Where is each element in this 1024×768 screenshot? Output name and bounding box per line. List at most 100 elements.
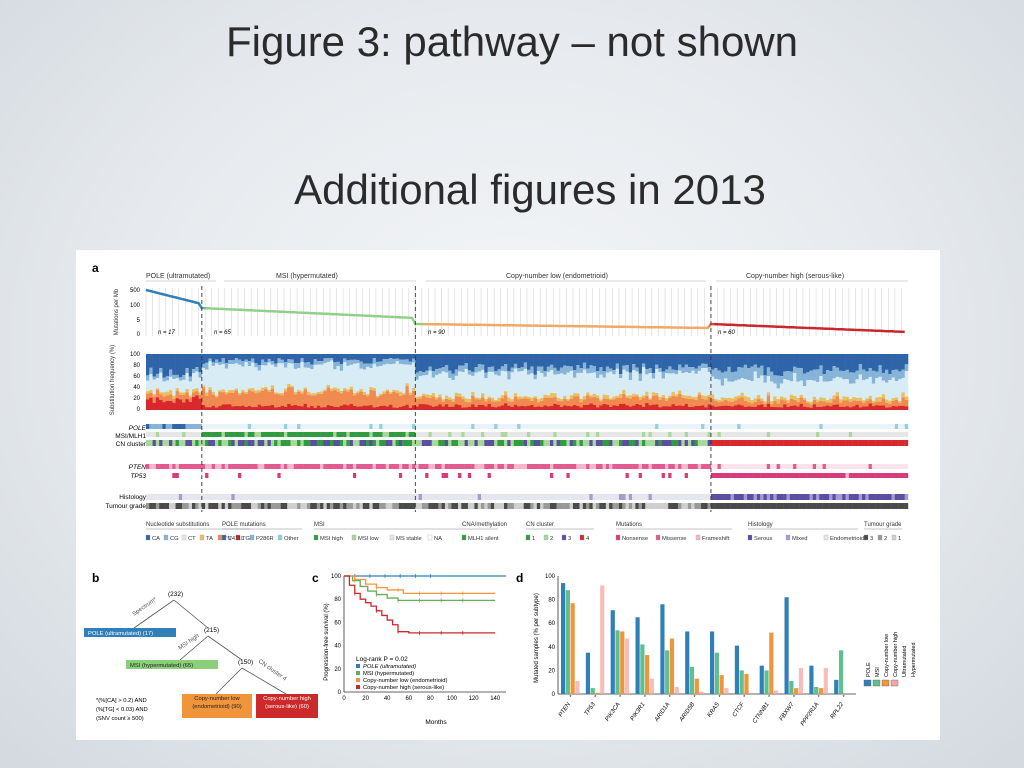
tp53-track-cell xyxy=(563,473,567,478)
substitution-bar xyxy=(773,354,777,376)
cn-track-cell xyxy=(848,440,853,446)
substitution-bar xyxy=(152,394,157,397)
cn-track-cell xyxy=(756,440,761,446)
tp53-track-cell xyxy=(806,473,810,478)
pten-track-cell xyxy=(589,464,593,469)
substitution-bar xyxy=(517,371,521,397)
substitution-bar xyxy=(517,368,521,372)
subst-tick: 100 xyxy=(130,352,141,358)
substitution-bar xyxy=(290,363,295,386)
cn-track-cell xyxy=(497,440,501,446)
legend-swatch xyxy=(351,534,357,541)
substitution-bar xyxy=(661,395,666,398)
panel-d-bar xyxy=(710,631,715,694)
pole-track-cell xyxy=(191,424,196,429)
substitution-bar xyxy=(862,354,866,370)
histology-track-cell xyxy=(802,494,807,500)
grade-track-cell xyxy=(172,503,176,509)
substitution-bar xyxy=(504,354,508,365)
substitution-bar xyxy=(191,389,196,393)
legend-title: Histology xyxy=(748,522,773,528)
tp53-track-cell xyxy=(333,473,337,478)
substitution-bar xyxy=(310,405,314,410)
pole-track-cell xyxy=(182,424,186,429)
cn-track-cell xyxy=(668,440,672,446)
pten-track-cell xyxy=(444,464,449,469)
msi-track-cell xyxy=(175,432,180,437)
substitution-bar xyxy=(418,354,423,372)
cn-track-cell xyxy=(793,440,797,446)
substitution-bar xyxy=(701,405,705,410)
substitution-bar xyxy=(221,363,226,390)
substitution-bar xyxy=(602,394,607,399)
cn-track-cell xyxy=(783,440,787,446)
substitution-bar xyxy=(303,387,308,390)
pten-track-cell xyxy=(520,464,524,469)
substitution-bar xyxy=(178,392,183,395)
substitution-bar xyxy=(602,354,607,372)
substitution-bar xyxy=(356,393,360,407)
grade-track-cell xyxy=(770,503,774,509)
substitution-bar xyxy=(543,394,548,398)
pole-track-cell xyxy=(586,424,590,429)
substitution-bar xyxy=(783,379,787,398)
substitution-bar xyxy=(753,371,758,399)
substitution-bar xyxy=(661,378,666,396)
panel-c-legend-item: Copy-number high (serous-like) xyxy=(363,685,444,691)
substitution-bar xyxy=(244,354,249,360)
cn-track-cell xyxy=(727,440,731,446)
substitution-bar xyxy=(829,402,833,407)
tp53-track-cell xyxy=(789,473,794,478)
msi-track-cell xyxy=(310,432,314,437)
substitution-bar xyxy=(303,354,308,363)
cn-track-cell xyxy=(448,440,452,446)
substitution-bar xyxy=(740,354,745,368)
grade-track-cell xyxy=(507,503,511,509)
msi-track-cell xyxy=(674,432,679,437)
pole-track-cell xyxy=(277,424,281,429)
substitution-bar xyxy=(645,402,649,410)
substitution-bar xyxy=(605,398,610,405)
substitution-bar xyxy=(697,405,702,410)
substitution-bar xyxy=(612,405,616,410)
histology-track-cell xyxy=(208,494,212,500)
msi-track-cell xyxy=(891,432,896,437)
substitution-bar xyxy=(576,372,580,394)
substitution-bar xyxy=(448,354,452,371)
substitution-bar xyxy=(477,397,482,400)
tp53-track-cell xyxy=(471,473,475,478)
cn-track-cell xyxy=(359,440,363,446)
substitution-bar xyxy=(392,363,396,390)
substitution-bar xyxy=(582,369,587,397)
substitution-bar xyxy=(569,354,574,367)
substitution-bar xyxy=(507,405,511,410)
histology-track-cell xyxy=(671,494,676,500)
tp53-track-cell xyxy=(546,473,551,478)
tp53-track-cell xyxy=(553,473,557,478)
legend-swatch xyxy=(695,534,701,541)
substitution-bar xyxy=(395,358,400,362)
msi-track-cell xyxy=(451,432,455,437)
pole-track-cell xyxy=(448,424,452,429)
grade-track-cell xyxy=(152,503,157,509)
pole-track-cell xyxy=(316,424,321,429)
tp53-track-cell xyxy=(586,473,590,478)
cn-track-cell xyxy=(855,440,859,446)
substitution-bar xyxy=(379,393,383,396)
substitution-bar xyxy=(513,393,518,397)
substitution-bar xyxy=(530,366,534,374)
substitution-bar xyxy=(326,384,331,388)
pten-track-cell xyxy=(638,464,643,469)
grade-track-cell xyxy=(546,503,551,509)
pten-track-cell xyxy=(155,464,160,469)
substitution-bar xyxy=(697,394,702,406)
substitution-bar xyxy=(165,391,170,396)
substitution-bar xyxy=(875,397,879,402)
tp53-track-cell xyxy=(829,473,833,478)
tp53-track-cell xyxy=(875,473,879,478)
substitution-bar xyxy=(770,381,774,402)
substitution-bar xyxy=(221,404,226,410)
substitution-bar xyxy=(540,354,544,367)
substitution-bar xyxy=(464,354,469,364)
substitution-bar xyxy=(684,403,689,410)
